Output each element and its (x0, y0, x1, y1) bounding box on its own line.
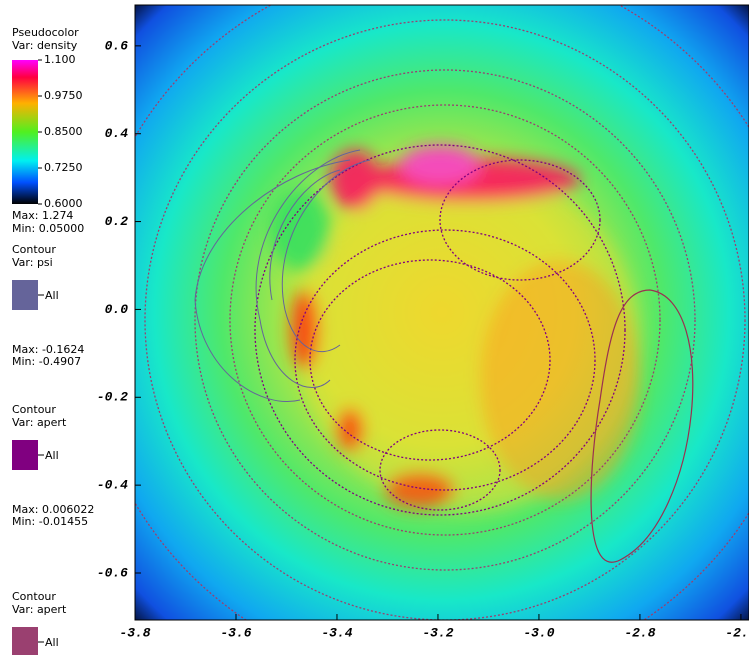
contour-var: Var: psi (12, 256, 53, 269)
contour-title: Contour (12, 243, 56, 256)
contour-label: All (45, 289, 59, 302)
y-tick-label: -0.6 (97, 565, 128, 580)
contour-var: Var: apert (12, 416, 67, 429)
contour-max: Max: 0.006022 (12, 503, 94, 516)
x-tick-label: -3.8 (119, 625, 150, 640)
contour-min: Min: -0.4907 (12, 355, 81, 368)
contour-var: Var: apert (12, 603, 67, 616)
contour-label: All (45, 636, 59, 649)
contour-swatch (12, 627, 38, 657)
contour-max: Max: -0.1624 (12, 343, 84, 356)
y-tick-label: 0.2 (105, 214, 129, 229)
contour-title: Contour (12, 403, 56, 416)
contour-label: All (45, 449, 59, 462)
contour-swatch (12, 440, 38, 470)
colorbar-label: 0.9750 (44, 89, 83, 102)
plot-image (135, 5, 749, 620)
axes: -3.8 -3.6 -3.4 -3.2 -3.0 -2.8 -2.6 0.6 0.4 0.2 0.0… (97, 4, 749, 640)
contour-min: Min: -0.01455 (12, 515, 88, 528)
x-tick-label: -3.2 (422, 625, 453, 640)
legend-title: Pseudocolor (12, 26, 79, 39)
legend-var: Var: density (12, 39, 78, 52)
y-tick-label: 0.4 (105, 126, 129, 141)
x-tick-label: -3.4 (321, 625, 352, 640)
legend-max: Max: 1.274 (12, 209, 73, 222)
y-tick-label: -0.2 (97, 390, 128, 405)
colorbar (12, 60, 38, 204)
y-tick-label: -0.4 (97, 478, 128, 493)
legend-min: Min: 0.05000 (12, 222, 84, 235)
y-tick-label: 0.0 (105, 302, 129, 317)
colorbar-label: 0.7250 (44, 161, 83, 174)
x-tick-label: -2.6 (725, 625, 749, 640)
colorbar-label: 0.8500 (44, 125, 83, 138)
plot-frame (134, 4, 749, 621)
x-tick-label: -3.6 (220, 625, 251, 640)
legend: Pseudocolor Var: density Max: 1.274 Min:… (12, 26, 94, 657)
contour-swatch (12, 280, 38, 310)
contour-title: Contour (12, 590, 56, 603)
x-tick-label: -2.8 (624, 625, 655, 640)
colorbar-label: 0.6000 (44, 197, 83, 210)
x-tick-label: -3.0 (523, 625, 554, 640)
colorbar-label: 1.100 (44, 53, 76, 66)
y-tick-label: 0.6 (105, 38, 129, 53)
